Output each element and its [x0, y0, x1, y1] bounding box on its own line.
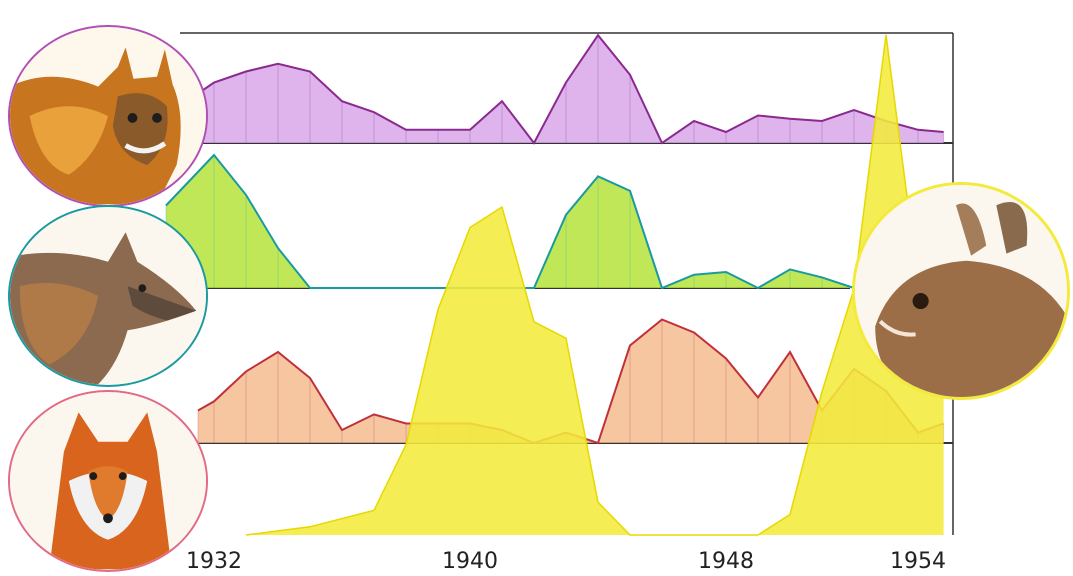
- red-fox-area: [198, 319, 944, 443]
- hare-line: [245, 34, 945, 536]
- lynx-portrait: [8, 25, 208, 207]
- x-tick-label-1940: 1940: [442, 549, 498, 574]
- series-layer: [165, 33, 945, 536]
- red-fox-portrait: [8, 390, 208, 572]
- hare-icon: [855, 185, 1067, 397]
- hare-portrait: [852, 182, 1070, 400]
- x-tick-label-1932: 1932: [186, 549, 242, 574]
- lynx-icon: [10, 27, 206, 205]
- red-fox-icon: [10, 392, 206, 570]
- wolf-portrait: [8, 205, 208, 387]
- wolf-icon: [10, 207, 206, 385]
- lynx-line: [197, 33, 944, 145]
- hare-area: [246, 34, 944, 536]
- x-tick-label-1948: 1948: [698, 549, 754, 574]
- wolf-area: [166, 155, 854, 288]
- x-tick-label-1954: 1954: [890, 549, 946, 574]
